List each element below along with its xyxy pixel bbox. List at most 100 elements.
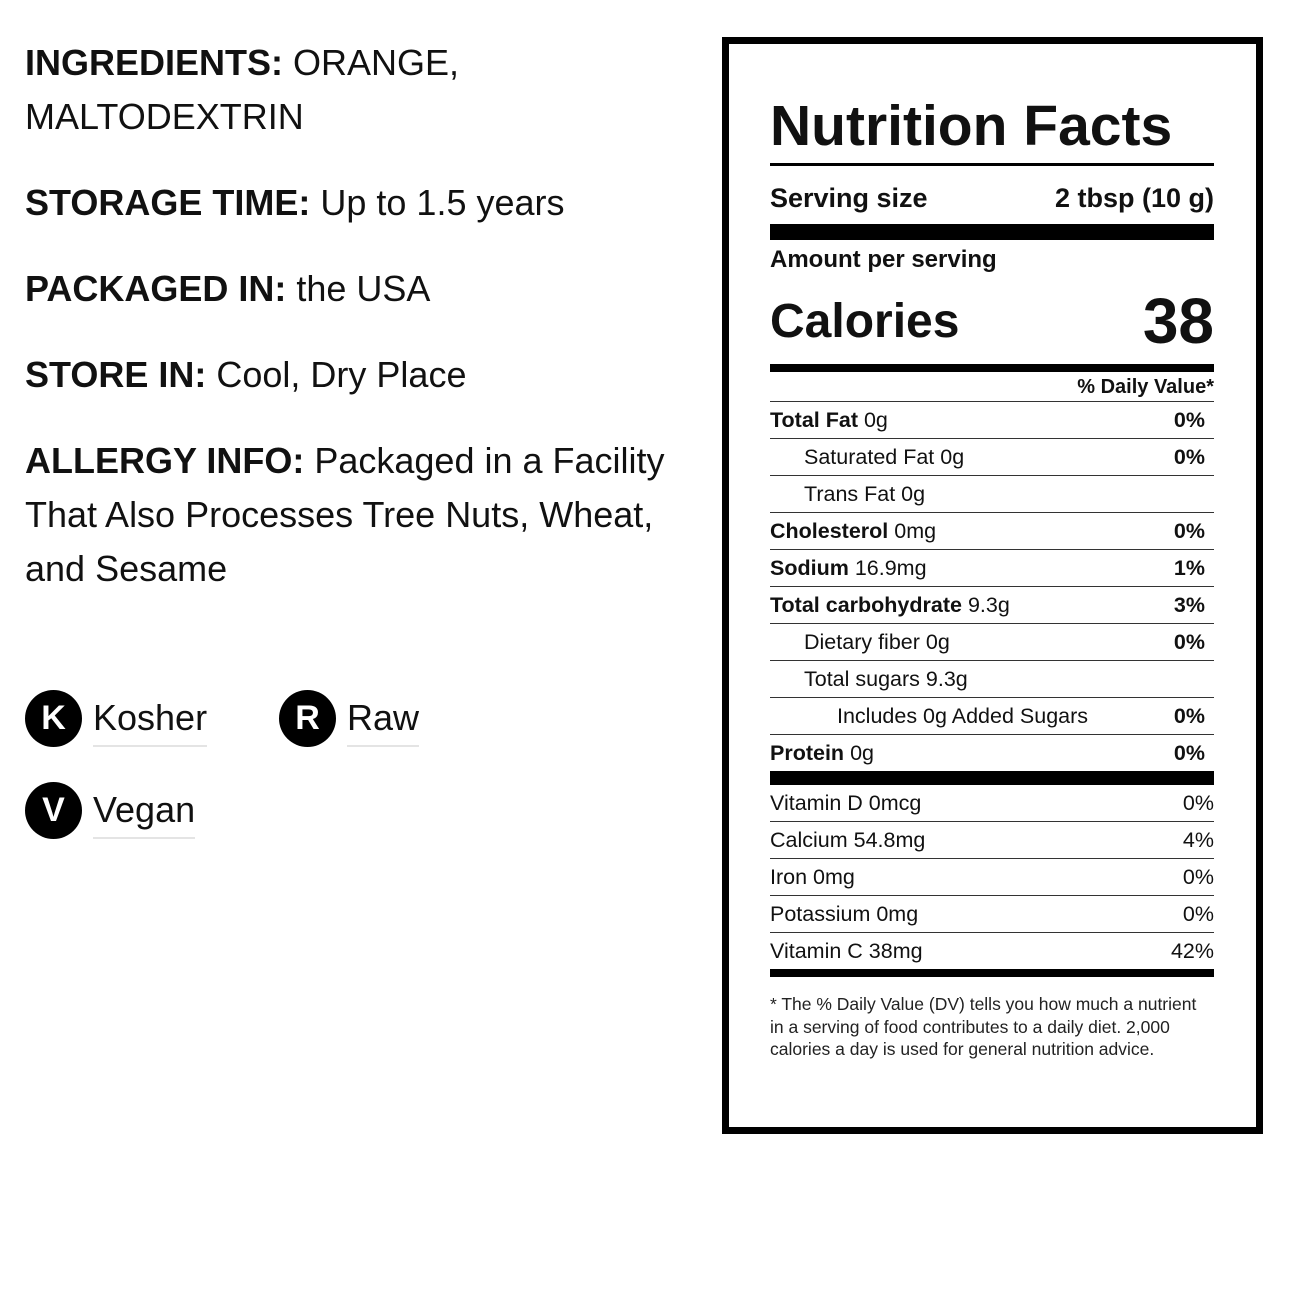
nutrient-dv: 0% bbox=[1173, 408, 1205, 432]
info-text: Cool, Dry Place bbox=[216, 354, 467, 395]
vitamin-dv: 42% bbox=[1170, 939, 1214, 963]
dv-header: % Daily Value* bbox=[770, 372, 1214, 402]
badge: V Vegan bbox=[25, 781, 196, 839]
serving-label: Serving size bbox=[770, 183, 928, 213]
vitamin-dv: 0% bbox=[1182, 902, 1214, 926]
badge: K Kosher bbox=[25, 689, 208, 747]
vitamin-row: Calcium 54.8mg 4% bbox=[770, 822, 1214, 859]
calories-label: Calories bbox=[770, 294, 960, 348]
badge-icon: K bbox=[25, 689, 82, 747]
vitamin-rows: Vitamin D 0mcg 0% Calcium 54.8mg 4% Iron 0mg… bbox=[770, 785, 1214, 969]
nutrition-label: Nutrition Facts Serving size 2 tbsp (10 g… bbox=[722, 37, 1263, 1134]
rule bbox=[770, 364, 1214, 372]
nutrient-dv: 3% bbox=[1173, 593, 1205, 617]
info-text: ORANGE, MALTODEXTRIN bbox=[25, 42, 460, 137]
badge: R Raw bbox=[279, 689, 420, 747]
rule bbox=[770, 771, 1214, 785]
nutrient-amount: 9.3g bbox=[967, 593, 1010, 617]
nutrient-name-cell: Total sugars 9.3g bbox=[770, 661, 968, 697]
info-item: ALLERGY INFO: Packaged in a Facility Tha… bbox=[25, 434, 715, 596]
nutrient-row: Saturated Fat 0g 0% bbox=[770, 439, 1214, 476]
amount-per-serving: Amount per serving bbox=[770, 246, 997, 273]
vitamin-row: Vitamin D 0mcg 0% bbox=[770, 785, 1214, 822]
calories-value: 38 bbox=[1142, 285, 1214, 357]
vitamin-dv: 0% bbox=[1182, 865, 1214, 889]
rule bbox=[770, 224, 1214, 240]
serving-value: 2 tbsp (10 g) bbox=[1054, 183, 1214, 213]
badge-icon: V bbox=[25, 781, 82, 839]
vitamin-name: Vitamin D 0mcg bbox=[770, 791, 922, 815]
info-label: STORE IN: bbox=[25, 354, 207, 395]
info-text: the USA bbox=[296, 268, 431, 309]
info-text: Packaged in a Facility That Also Process… bbox=[25, 440, 665, 589]
serving-row: Serving size 2 tbsp (10 g) bbox=[770, 172, 1214, 224]
nutrient-name: Protein bbox=[770, 741, 845, 765]
nutrient-row: Total carbohydrate 9.3g 3% bbox=[770, 587, 1214, 624]
vitamin-dv: 0% bbox=[1182, 791, 1214, 815]
nutrient-dv: 0% bbox=[1173, 704, 1205, 728]
badge-icon: R bbox=[279, 689, 336, 747]
nutrient-name-cell: Dietary fiber 0g bbox=[770, 624, 950, 660]
nutrition-title: Nutrition Facts bbox=[770, 93, 1214, 166]
nutrient-name-cell: Total carbohydrate 9.3g bbox=[770, 587, 1010, 623]
nutrient-row: Sodium 16.9mg 1% bbox=[770, 550, 1214, 587]
vitamin-name: Potassium 0mg bbox=[770, 902, 919, 926]
nutrient-amount: 16.9mg bbox=[854, 556, 927, 580]
info-label: INGREDIENTS: bbox=[25, 42, 284, 83]
info-item: STORE IN: Cool, Dry Place bbox=[25, 348, 715, 402]
info-label: ALLERGY INFO: bbox=[25, 440, 305, 481]
nutrient-row: Total Fat 0g 0% bbox=[770, 402, 1214, 439]
nutrient-name: Dietary fiber 0g bbox=[804, 630, 950, 654]
nutrient-dv: 0% bbox=[1173, 519, 1205, 543]
nutrient-dv: 0% bbox=[1173, 445, 1205, 469]
nutrient-dv: 1% bbox=[1173, 556, 1205, 580]
nutrient-row: Trans Fat 0g bbox=[770, 476, 1214, 513]
nutrient-name: Trans Fat 0g bbox=[804, 482, 926, 506]
nutrient-amount: 0g bbox=[850, 741, 874, 765]
info-item: INGREDIENTS: ORANGE, MALTODEXTRIN bbox=[25, 36, 715, 144]
nutrient-name: Includes 0g Added Sugars bbox=[837, 704, 1089, 728]
nutrient-row: Protein 0g 0% bbox=[770, 735, 1214, 771]
rule bbox=[770, 969, 1214, 977]
nutrient-name-cell: Saturated Fat 0g bbox=[770, 439, 964, 475]
nutrient-name: Saturated Fat 0g bbox=[804, 445, 965, 469]
nutrient-name-cell: Trans Fat 0g bbox=[770, 476, 925, 512]
info-item: PACKAGED IN: the USA bbox=[25, 262, 715, 316]
info-text: Up to 1.5 years bbox=[320, 182, 565, 223]
vitamin-name: Iron 0mg bbox=[770, 865, 855, 889]
footnote: * The % Daily Value (DV) tells you how m… bbox=[770, 994, 1197, 1059]
product-info: INGREDIENTS: ORANGE, MALTODEXTRIN STORAG… bbox=[25, 36, 715, 628]
badge-label: Kosher bbox=[93, 697, 208, 747]
vitamin-row: Iron 0mg 0% bbox=[770, 859, 1214, 896]
vitamin-row: Vitamin C 38mg 42% bbox=[770, 933, 1214, 969]
vitamin-row: Potassium 0mg 0% bbox=[770, 896, 1214, 933]
nutrient-dv: 0% bbox=[1173, 741, 1205, 765]
nutrient-name: Total Fat bbox=[770, 408, 858, 432]
nutrient-name-cell: Cholesterol 0mg bbox=[770, 513, 936, 549]
info-label: PACKAGED IN: bbox=[25, 268, 287, 309]
nutrient-row: Includes 0g Added Sugars 0% bbox=[770, 698, 1214, 735]
info-item: STORAGE TIME: Up to 1.5 years bbox=[25, 176, 715, 230]
vitamin-name: Calcium 54.8mg bbox=[770, 828, 926, 852]
badge-label: Vegan bbox=[93, 789, 196, 839]
calories-row: Calories 38 bbox=[770, 278, 1214, 364]
nutrient-name-cell: Protein 0g bbox=[770, 735, 874, 771]
nutrient-name: Total sugars 9.3g bbox=[804, 667, 968, 691]
nutrient-row: Total sugars 9.3g bbox=[770, 661, 1214, 698]
nutrient-dv: 0% bbox=[1173, 630, 1205, 654]
info-label: STORAGE TIME: bbox=[25, 182, 311, 223]
nutrient-name: Total carbohydrate bbox=[770, 593, 962, 617]
vitamin-name: Vitamin C 38mg bbox=[770, 939, 923, 963]
nutrient-name-cell: Sodium 16.9mg bbox=[770, 550, 927, 586]
nutrition-content: Nutrition Facts Serving size 2 tbsp (10 g… bbox=[770, 44, 1214, 1061]
nutrient-rows: Total Fat 0g 0% Saturated Fat 0g 0% Trans Fa… bbox=[770, 402, 1214, 771]
nutrient-name-cell: Includes 0g Added Sugars bbox=[770, 698, 1088, 734]
nutrient-row: Cholesterol 0mg 0% bbox=[770, 513, 1214, 550]
nutrient-row: Dietary fiber 0g 0% bbox=[770, 624, 1214, 661]
nutrient-amount: 0g bbox=[863, 408, 888, 432]
nutrient-amount: 0mg bbox=[894, 519, 937, 543]
nutrient-name-cell: Total Fat 0g bbox=[770, 402, 888, 438]
nutrient-name: Cholesterol bbox=[770, 519, 889, 543]
vitamin-dv: 4% bbox=[1182, 828, 1214, 852]
